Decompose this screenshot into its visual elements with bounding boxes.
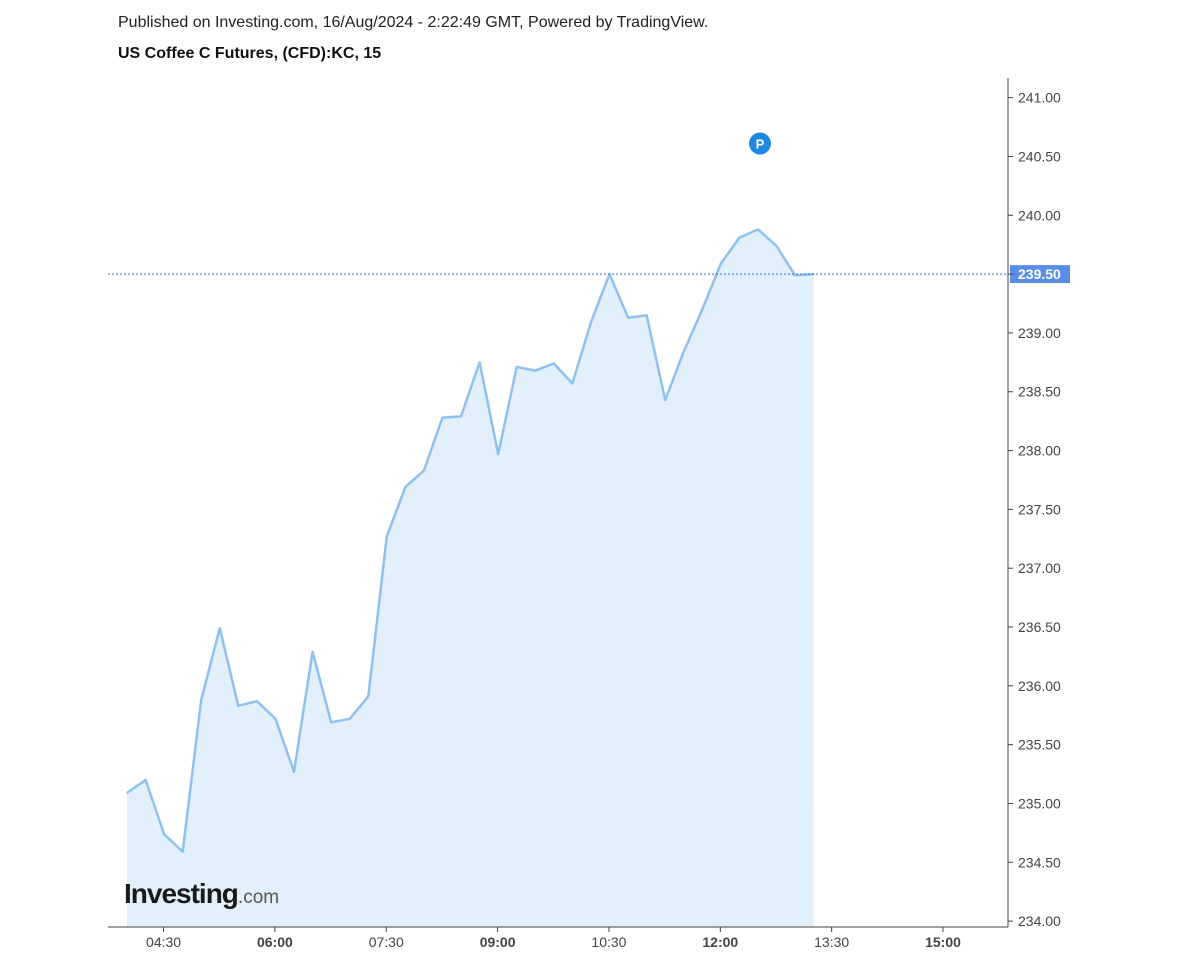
logo-suffix: .com xyxy=(237,887,280,908)
data-point xyxy=(590,321,592,324)
data-point xyxy=(200,699,202,701)
data-point xyxy=(256,700,258,702)
y-tick-label: 234.00 xyxy=(1018,913,1061,929)
data-point xyxy=(515,366,518,368)
data-point xyxy=(274,718,277,720)
data-point xyxy=(720,262,722,265)
p-marker-label: P xyxy=(756,137,765,152)
data-point xyxy=(367,695,370,698)
x-tick-label: 10:30 xyxy=(591,934,626,950)
axes: 241.00 240.50 240.00 239.00 238.50 238.00 237.… xyxy=(108,78,1061,950)
data-point xyxy=(293,770,295,773)
y-tick-label: 238.00 xyxy=(1018,443,1061,459)
last-price-label: 239.50 xyxy=(1018,266,1061,282)
y-tick-label: 235.50 xyxy=(1018,737,1061,753)
x-tick-label: 15:00 xyxy=(925,934,961,950)
line-layer xyxy=(126,228,815,853)
y-tick-label: 237.50 xyxy=(1018,501,1061,517)
y-tick-label: 241.00 xyxy=(1018,90,1061,106)
y-tick-label: 239.00 xyxy=(1018,325,1061,341)
y-tick-label: 237.00 xyxy=(1018,560,1061,576)
y-tick-label: 240.50 xyxy=(1018,148,1061,164)
data-point xyxy=(682,350,685,353)
x-tick-label: 04:30 xyxy=(146,934,181,950)
data-point xyxy=(311,650,314,653)
series-area xyxy=(127,229,814,927)
data-point xyxy=(386,535,388,538)
data-point xyxy=(181,850,184,853)
data-point xyxy=(497,453,500,455)
data-point xyxy=(478,361,481,364)
data-point xyxy=(163,833,165,835)
data-point xyxy=(126,792,128,794)
data-point xyxy=(738,236,741,239)
data-point xyxy=(701,308,704,311)
last-price-label-bg xyxy=(1010,265,1070,284)
data-point xyxy=(348,718,351,720)
data-point xyxy=(757,228,759,231)
y-tick-label: 240.00 xyxy=(1018,207,1061,223)
data-point xyxy=(627,316,629,319)
marker-layer[interactable]: P xyxy=(749,132,771,155)
data-point xyxy=(645,314,648,317)
y-tick-label: 238.50 xyxy=(1018,384,1061,400)
x-tick-label: 06:00 xyxy=(257,934,293,950)
data-point xyxy=(460,415,462,418)
data-point xyxy=(664,399,666,401)
y-tick-label: 236.00 xyxy=(1018,678,1061,694)
data-point xyxy=(553,362,555,365)
x-tick-label: 13:30 xyxy=(814,934,849,950)
investing-logo: Investing.com xyxy=(124,878,279,910)
logo-wordmark: Investing xyxy=(124,878,239,909)
last-price-layer: 239.50 xyxy=(108,265,1070,284)
series-line xyxy=(126,228,814,853)
x-tick-label: 07:30 xyxy=(369,934,404,950)
published-note: Published on Investing.com, 16/Aug/2024 … xyxy=(118,14,709,31)
data-point xyxy=(775,245,778,247)
chart-title: US Coffee C Futures, (CFD):KC, 15 xyxy=(118,45,382,62)
p-marker-icon[interactable] xyxy=(749,132,771,155)
data-point xyxy=(534,369,537,372)
data-point xyxy=(571,382,574,385)
area-layer xyxy=(127,229,814,927)
data-point xyxy=(423,469,425,472)
y-tick-label: 235.00 xyxy=(1018,795,1061,811)
x-tick-label: 09:00 xyxy=(480,934,516,950)
data-point xyxy=(441,416,444,419)
data-point xyxy=(237,705,240,707)
y-tick-label: 234.50 xyxy=(1018,854,1061,870)
data-point xyxy=(404,486,407,488)
data-point xyxy=(219,627,221,629)
data-point xyxy=(144,779,147,781)
y-tick-label: 236.50 xyxy=(1018,619,1061,635)
data-point xyxy=(330,721,332,724)
y-tick-group: 241.00 240.50 240.00 239.00 238.50 238.00 237.… xyxy=(1008,90,1061,929)
data-point xyxy=(794,274,796,277)
x-tick-label: 12:00 xyxy=(702,934,738,950)
